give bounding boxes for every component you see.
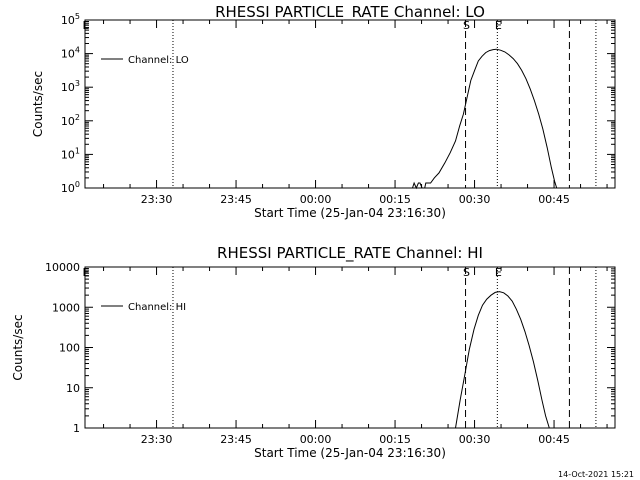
panel1-x-tick-label: 00:45	[538, 193, 570, 206]
panel2-series-line	[455, 291, 550, 429]
panel1-y-tick-label: 104	[61, 46, 80, 61]
panel2-chart-title: RHESSI PARTICLE_RATE Channel: HI	[217, 244, 483, 263]
panel1-marker-label: E	[495, 19, 502, 32]
panel1-marker-label: E	[83, 19, 90, 32]
panel2-marker-label: E	[495, 266, 502, 279]
panel2-x-tick-label: 00:30	[459, 433, 491, 446]
timestamp-text: 14-Oct-2021 15:21	[558, 470, 634, 479]
panel1-y-tick-label: 100	[61, 180, 80, 195]
panel2-x-tick-label: 00:00	[300, 433, 332, 446]
panel2-x-axis-label: Start Time (25-Jan-04 23:16:30)	[254, 446, 446, 460]
panel1-series-line	[412, 48, 558, 190]
panel2-x-tick-label: 23:30	[141, 433, 173, 446]
panel2-y-axis-label: Counts/sec	[11, 314, 25, 380]
panel2-y-tick-label: 10	[66, 382, 80, 395]
panel2-x-tick-label: 00:15	[379, 433, 411, 446]
panel1-y-axis-label: Counts/sec	[31, 71, 45, 137]
panel1-marker-label: S	[463, 19, 470, 32]
panel1-x-tick-label: 00:30	[459, 193, 491, 206]
panel1-x-tick-label: 23:45	[220, 193, 252, 206]
panel2-x-tick-label: 00:45	[538, 433, 570, 446]
panel2-y-tick-label: 100	[59, 342, 80, 355]
panel1-y-tick-label: 101	[61, 146, 80, 161]
panel1-x-tick-label: 00:00	[300, 193, 332, 206]
panel1-x-axis-label: Start Time (25-Jan-04 23:16:30)	[254, 206, 446, 220]
panel2-plot-frame	[84, 266, 616, 429]
panel2-x-tick-label: 23:45	[220, 433, 252, 446]
panel2-marker-label: E	[83, 266, 90, 279]
panel1-x-tick-label: 23:30	[141, 193, 173, 206]
panel2-y-tick-label: 1	[73, 422, 80, 435]
panel1-y-tick-label: 102	[61, 113, 80, 128]
panel2-marker-label: S	[463, 266, 470, 279]
panel2-legend-label: Channel: HI	[128, 302, 186, 313]
panel2-y-tick-label: 10000	[45, 261, 80, 274]
panel1-plot-frame	[84, 19, 616, 189]
panel1-legend-label: Channel: LO	[128, 55, 189, 66]
panel1-chart-title: RHESSI PARTICLE_RATE Channel: LO	[215, 3, 485, 22]
panel2-y-tick-label: 1000	[52, 301, 80, 314]
panel1-y-tick-label: 105	[61, 12, 80, 27]
panel1-y-tick-label: 103	[61, 79, 80, 94]
panel1-x-tick-label: 00:15	[379, 193, 411, 206]
